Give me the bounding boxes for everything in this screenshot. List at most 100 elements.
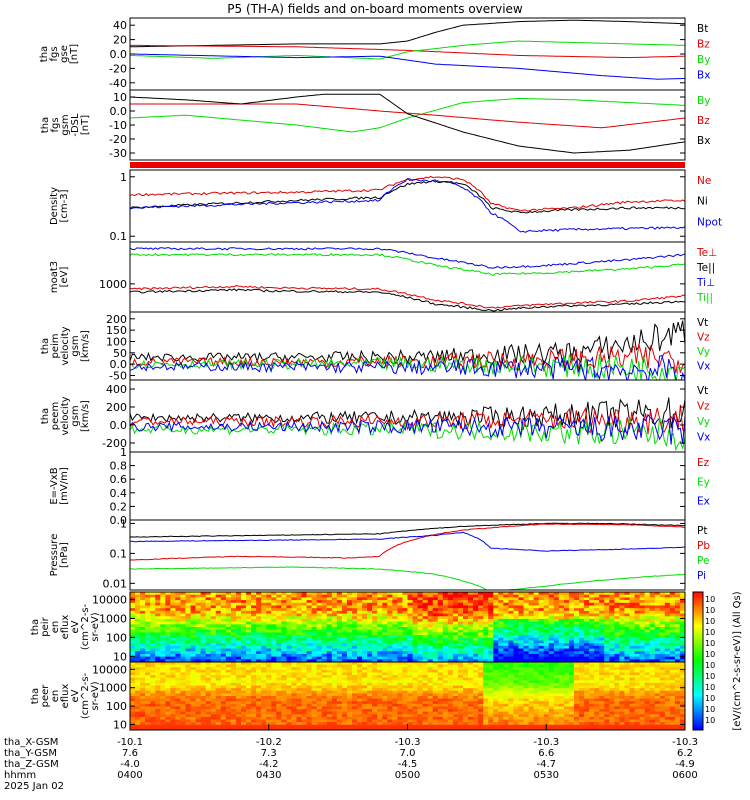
spectrogram-cell (170, 635, 177, 639)
spectrogram-cell (321, 656, 328, 660)
spectrogram-cell (276, 637, 282, 642)
spectrogram-cell (276, 616, 282, 620)
spectrogram-cell (165, 592, 171, 596)
spectrogram-cell (432, 645, 439, 650)
spectrogram-cell (468, 600, 474, 604)
spectrogram-cell (387, 618, 393, 623)
spectrogram-cell (346, 608, 353, 612)
spectrogram-cell (513, 635, 520, 639)
spectrogram-cell (357, 632, 363, 636)
spectrogram-cell (276, 592, 282, 596)
spectrogram-cell (220, 627, 227, 631)
spectrogram-cell (256, 610, 262, 615)
spectrogram-cell (503, 648, 510, 652)
spectrogram-cell (326, 624, 333, 628)
y-tick-label: 0.0 (110, 358, 128, 371)
spectrogram-cell (493, 613, 499, 617)
spectrogram-cell (367, 610, 373, 615)
spectrogram-cell (220, 608, 227, 612)
spectrogram-cell (251, 608, 257, 612)
spectrogram-cell (210, 632, 217, 636)
spectrogram-cell (377, 616, 383, 620)
spectrogram-cell (488, 629, 494, 633)
spectrogram-cell (452, 632, 459, 636)
spectrogram-cell (175, 656, 182, 660)
spectrogram-cell (372, 594, 378, 598)
spectrogram-cell (372, 640, 378, 644)
spectrogram-cell (200, 656, 207, 660)
spectrogram-cell (266, 627, 272, 631)
spectrogram-cell (306, 635, 313, 639)
spectrogram-cell (432, 653, 439, 658)
spectrogram-cell (261, 608, 267, 612)
spectrogram-cell (200, 627, 207, 631)
spectrogram-cell (296, 624, 303, 628)
spectrogram-cell (200, 605, 207, 609)
spectrogram-cell (140, 616, 146, 620)
spectrogram-cell (296, 653, 303, 658)
spectrogram-cell (457, 597, 464, 601)
spectrogram-cell (175, 605, 182, 609)
spectrogram-cell (321, 640, 328, 644)
spectrogram-cell (271, 594, 277, 598)
spectrogram-cell (432, 597, 439, 601)
spectrogram-cell (407, 637, 414, 642)
spectrogram-cell (225, 656, 232, 660)
spectrogram-cell (422, 651, 429, 655)
spectrogram-cell (271, 645, 277, 650)
spectrogram-cell (422, 592, 429, 596)
spectrogram-cell (210, 648, 217, 652)
spectrogram-cell (412, 618, 419, 623)
spectrogram-cell (442, 659, 449, 662)
spectrogram-cell (150, 616, 156, 620)
spectrogram-cell (377, 597, 383, 601)
spectrogram-cell (513, 592, 520, 596)
spectrogram-cell (165, 618, 171, 623)
spectrogram-cell (387, 645, 393, 650)
legend-entry: Ne (697, 175, 711, 187)
spectrogram-cell (266, 621, 272, 625)
y-axis-label: Density (49, 187, 60, 225)
spectrogram-cell (402, 602, 409, 607)
spectrogram-cell (316, 643, 323, 647)
y-axis-label: fgs (50, 117, 61, 132)
spectrogram-cell (145, 632, 151, 636)
spectrogram-cell (422, 659, 429, 662)
spectrogram-cell (256, 635, 262, 639)
spectrogram-cell (281, 629, 288, 633)
spectrogram-cell (508, 651, 515, 655)
spectrogram-cell (346, 627, 353, 631)
spectrogram-cell (170, 608, 177, 612)
spectrogram-cell (341, 656, 348, 660)
spectrogram-cell (382, 651, 388, 655)
spectrogram-cell (150, 632, 156, 636)
spectrogram-cell (427, 600, 434, 604)
spectrogram-cell (331, 608, 338, 612)
spectrogram-cell (190, 605, 197, 609)
legend-entry: Pt (697, 525, 707, 537)
spectrogram-cell (135, 602, 141, 607)
spectrogram-cell (145, 608, 151, 612)
spectrogram-cell (291, 645, 298, 650)
spectrogram-cell (130, 629, 136, 633)
spectrogram-cell (346, 597, 353, 601)
spectrogram-cell (392, 656, 399, 660)
spectrogram-cell (235, 602, 242, 607)
spectrogram-cell (508, 659, 515, 662)
spectrogram-cell (210, 600, 217, 604)
spectrogram-cell (261, 640, 267, 644)
spectrogram-cell (215, 613, 222, 617)
spectrogram-cell (281, 640, 288, 644)
spectrogram-cell (190, 602, 197, 607)
spectrogram-cell (246, 629, 252, 633)
spectrogram-cell (175, 643, 182, 647)
spectrogram-cell (478, 659, 484, 662)
y-tick-label: 400 (106, 383, 127, 396)
spectrogram-cell (346, 621, 353, 625)
spectrogram-cell (261, 659, 267, 662)
spectrogram-cell (225, 621, 232, 625)
spectrogram-cell (296, 629, 303, 633)
spectrogram-cell (220, 605, 227, 609)
spectrogram-cell (447, 648, 454, 652)
spectrogram-cell (513, 627, 520, 631)
